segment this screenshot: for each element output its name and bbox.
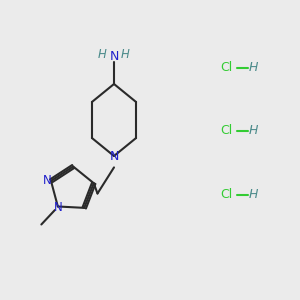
Text: N: N <box>43 174 52 188</box>
Text: H: H <box>98 48 107 62</box>
Text: H: H <box>249 188 258 202</box>
Text: N: N <box>109 50 119 63</box>
Text: N: N <box>109 149 119 163</box>
Text: H: H <box>249 61 258 74</box>
Text: Cl: Cl <box>220 61 233 74</box>
Text: Cl: Cl <box>220 124 233 137</box>
Text: N: N <box>53 202 62 214</box>
Text: Cl: Cl <box>220 188 233 202</box>
Text: H: H <box>121 48 130 62</box>
Text: H: H <box>249 124 258 137</box>
